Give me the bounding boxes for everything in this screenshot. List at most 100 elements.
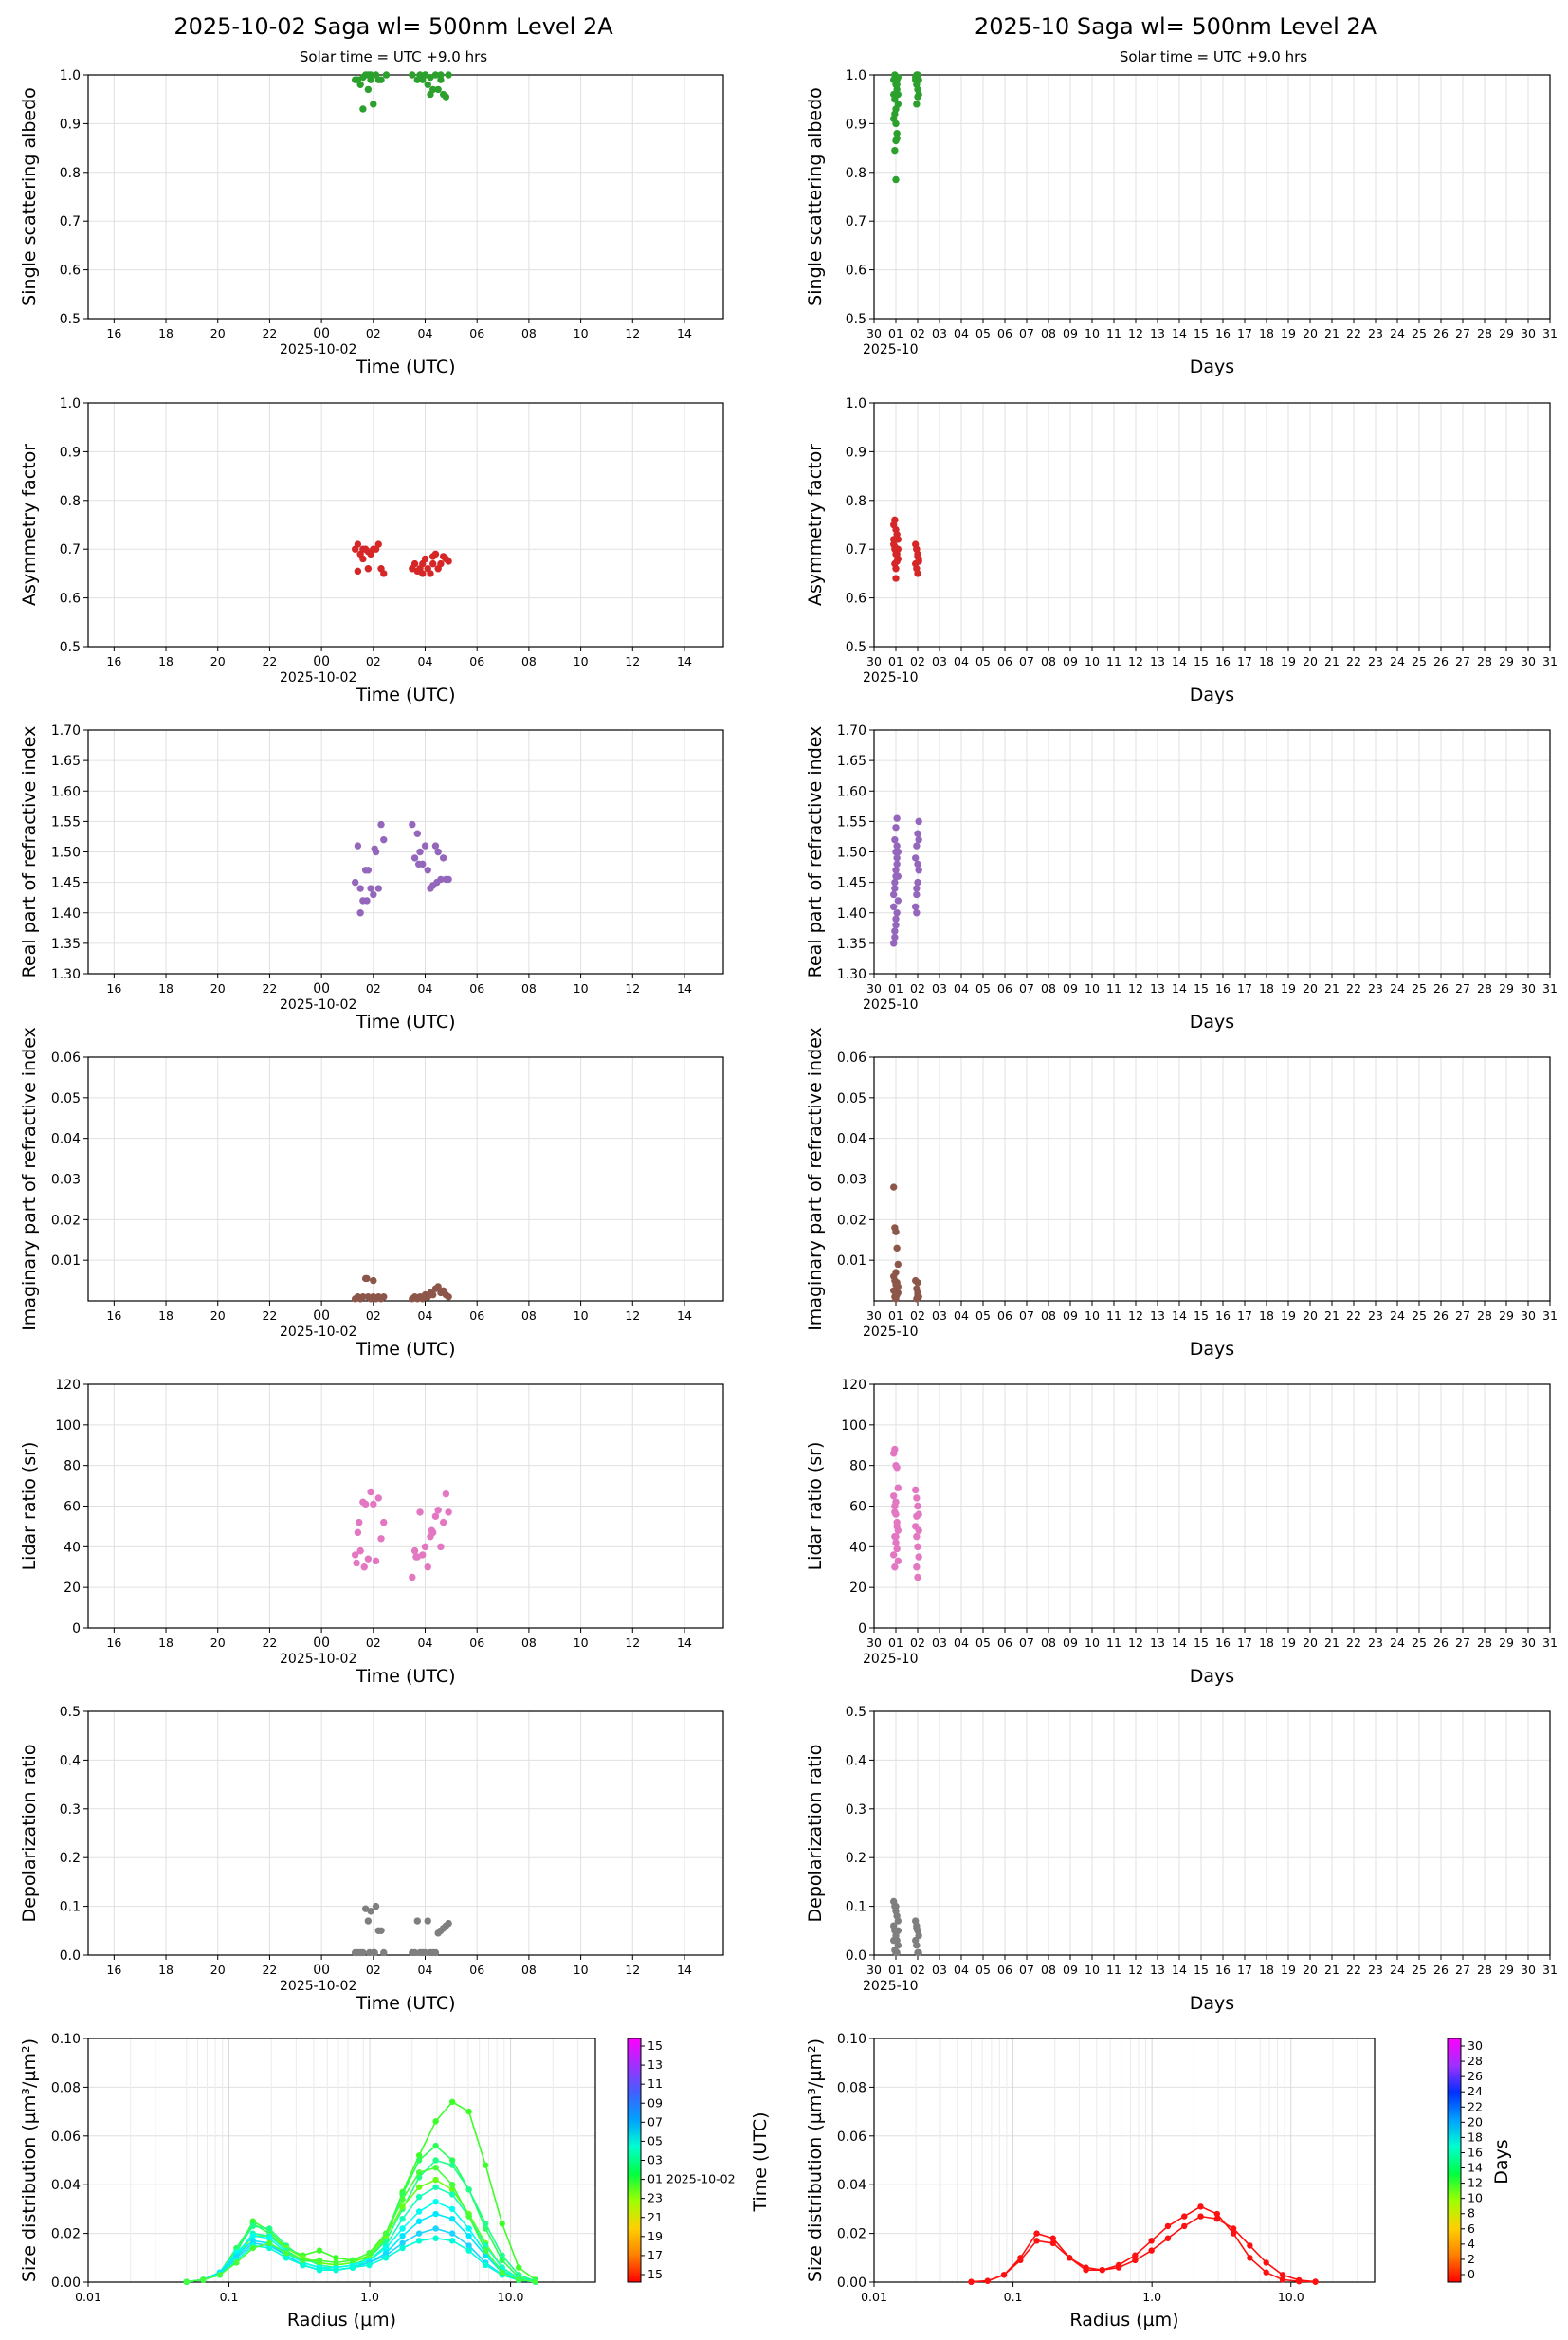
x-axis-label: Days [1190,685,1234,705]
x-axis-label: Days [1190,1666,1234,1687]
y-tick-label: 20 [64,1581,81,1596]
x-tick-label: 19 [1281,326,1296,340]
data-point [377,820,385,829]
data-point [414,860,423,868]
x-tick-label: 21 [1324,1963,1340,1977]
x-tick-label: 11 [1106,981,1121,996]
x-tick-label: 31 [1542,326,1558,340]
series-point [515,2276,522,2283]
x-tick-label: 26 [1433,1963,1449,1977]
x-tick-label: 22 [1346,326,1361,340]
y-tick-label: 80 [64,1459,81,1474]
data-point [354,567,362,576]
x-tick-label: 25 [1412,654,1427,668]
x-tick-label: 31 [1542,981,1558,996]
x-tick-label: 18 [158,981,173,996]
y-axis-label: Size distribution (µm³/µm²) [19,2038,40,2282]
date-label: 2025-10-02 [280,342,356,357]
right-colorbar-label: Days [1491,2139,1512,2184]
x-tick-label: 14 [677,1308,692,1323]
x-tick-label: 16 [1215,981,1231,996]
data-point [890,536,898,543]
data-point [363,1274,371,1283]
x-tick-label: 02 [366,1636,381,1650]
colorbar-tick-label: 17 [647,2248,663,2262]
y-tick-label: 0.5 [60,312,81,327]
y-axis-label: Depolarization ratio [805,1745,826,1923]
data-point [892,867,900,874]
series-point [1296,2276,1303,2284]
series-point [415,2193,423,2201]
series-point [266,2239,273,2247]
x-tick-label: 18 [158,1308,173,1323]
data-point [364,1555,373,1563]
x-tick-label: 10 [574,654,589,668]
x-tick-label: 02 [366,326,381,340]
data-point [424,1917,431,1925]
x-tick-label: 12 [625,326,640,340]
data-point [434,1507,442,1514]
y-tick-label: 0.5 [846,312,866,327]
data-point [421,555,429,563]
chart-asym_month: 0.5 0.6 0.7 0.8 0.9 1.0 30 01 02 03 04 05 06 07 08 09 10… [805,396,1558,705]
series-point [1279,2276,1286,2283]
y-tick-label: 1.40 [51,906,81,922]
colorbar-tick-label: 4 [1468,2237,1475,2251]
data-point [913,885,921,892]
x-tick-label: 13 [1150,1636,1165,1650]
series-point [399,2232,406,2239]
series-point [1181,2213,1188,2220]
x-tick-label: 28 [1477,981,1492,996]
data-point [913,545,921,553]
x-tick-label: 00 [313,1636,330,1651]
y-tick-label: 1.50 [837,846,866,861]
x-tick-label: 10 [1085,1308,1100,1323]
x-tick-label: 10 [1085,981,1100,996]
x-tick-label: 08 [1041,1963,1056,1977]
data-point [356,1518,363,1526]
x-tick-label: 02 [910,1963,925,1977]
data-point [890,1936,898,1945]
data-point [382,71,391,79]
x-tick-label: 20 [210,1963,226,1977]
left-column-subtitle: Solar time = UTC +9.0 hrs [300,48,487,65]
data-point [412,1553,420,1561]
series-point [399,2225,406,2232]
x-tick-label: 16 [106,981,121,996]
x-tick-label: 02 [910,326,925,340]
data-point [914,1543,921,1551]
x-tick-label: 15 [1194,1963,1209,1977]
date-label: 2025-10 [863,342,919,357]
data-point [891,1563,899,1571]
chart-ssa_month: 0.5 0.6 0.7 0.8 0.9 1.0 30 01 02 03 04 05 06 07 08 09 10… [805,68,1558,377]
x-tick-label: 27 [1455,654,1470,668]
data-point [893,1523,901,1530]
x-axis-label: Time (UTC) [355,685,455,705]
series-point [1132,2252,1139,2258]
y-tick-label: 0.03 [837,1173,866,1188]
series-point [333,2259,339,2266]
y-tick-label: 100 [841,1418,866,1434]
x-tick-label: 00 [313,981,330,996]
y-tick-label: 1.0 [846,68,866,83]
x-tick-label: 28 [1477,1636,1492,1650]
y-tick-label: 0.02 [51,1213,81,1228]
data-point [359,555,367,563]
x-tick-label: 15 [1194,1308,1209,1323]
data-point [913,1942,921,1949]
data-point [890,890,898,899]
x-tick-label: 08 [521,654,537,668]
data-point [354,540,362,548]
data-point [890,1492,898,1500]
data-point [892,565,900,573]
series-line [186,2166,536,2283]
data-point [356,909,364,917]
data-point [354,1528,362,1537]
y-tick-label: 0.8 [846,494,866,509]
x-tick-label: 21 [1324,1636,1340,1650]
x-tick-label: 09 [1063,1636,1078,1650]
x-tick-label: 15 [1194,326,1209,340]
y-tick-label: 0.01 [51,1253,81,1269]
x-tick-label: 08 [1041,654,1056,668]
x-tick-label: 24 [1390,981,1405,996]
